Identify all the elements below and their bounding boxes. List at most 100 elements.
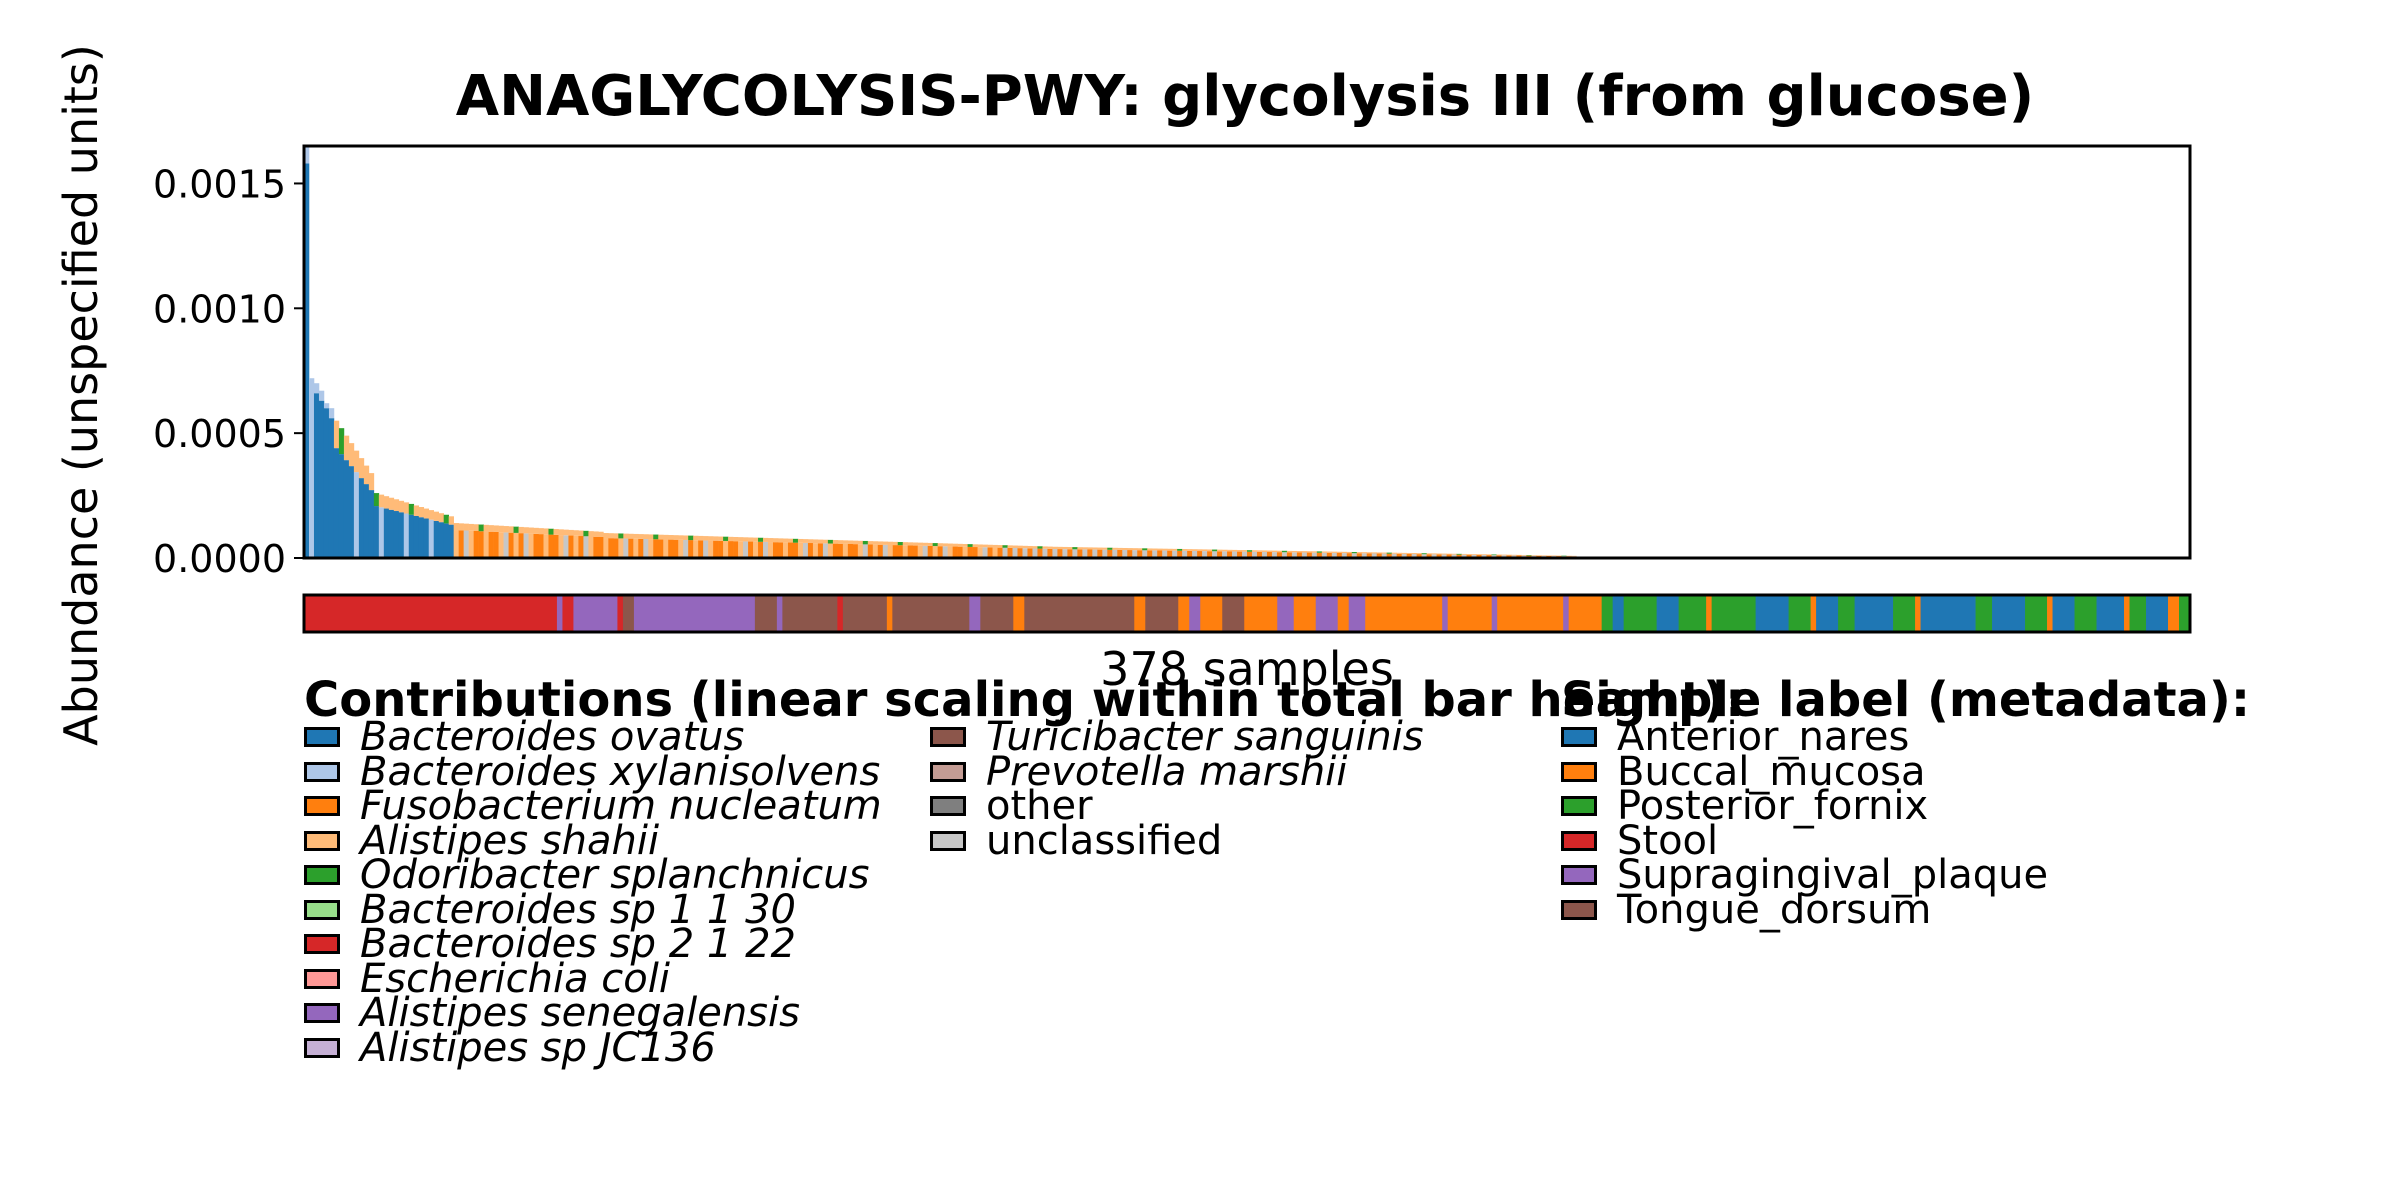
metadata-strip-segment	[1854, 595, 1894, 632]
bar-segment	[523, 533, 529, 558]
bar-segment	[613, 538, 619, 558]
bar-segment	[1032, 546, 1038, 549]
bar-segment	[418, 507, 425, 518]
y-tick-label: 0.0015	[153, 162, 286, 206]
bar-segment	[837, 543, 844, 558]
bar-segment	[1167, 548, 1173, 551]
bar-segment	[578, 530, 584, 537]
bar-segment	[1441, 553, 1447, 555]
bar-segment	[922, 545, 928, 558]
bar-segment	[887, 544, 894, 558]
bar-segment	[1152, 550, 1158, 558]
bar-segment	[992, 544, 998, 548]
bar-segment	[603, 538, 609, 558]
bar-segment	[313, 393, 320, 558]
bar-segment	[992, 547, 998, 558]
legend-label: Bacteroides xylanisolvens	[360, 748, 881, 795]
bar-segment	[1102, 549, 1108, 558]
bar-segment	[1291, 552, 1298, 558]
bar-segment	[822, 543, 829, 558]
legend-label: Anterior_nares	[1617, 714, 1910, 761]
bar-segment	[1516, 554, 1522, 556]
bar-segment	[653, 534, 659, 540]
bar-segment	[304, 146, 310, 164]
bar-segment	[338, 428, 345, 455]
metadata-strip-segment	[1447, 595, 1493, 632]
bar-segment	[1052, 546, 1058, 550]
bar-segment	[483, 524, 489, 532]
bar-segment	[952, 546, 958, 558]
bar-segment	[972, 547, 978, 558]
metadata-strip-segment	[1656, 595, 1680, 632]
bar-segment	[1541, 555, 1547, 556]
bar-segment	[987, 544, 993, 548]
bar-segment	[398, 512, 405, 558]
metadata-strip-segment	[892, 595, 970, 632]
bar-segment	[1421, 553, 1427, 555]
bar-segment	[498, 532, 504, 558]
bar-segment	[588, 536, 594, 558]
bar-segment	[633, 533, 639, 539]
legend-label: Alistipes shahii	[360, 817, 660, 864]
bar-segment	[827, 543, 834, 558]
metadata-strip-segment	[1244, 595, 1278, 632]
metadata-strip-segment	[633, 595, 756, 632]
bar-segment	[608, 538, 614, 558]
bar-segment	[822, 539, 829, 544]
legend-swatch	[1561, 796, 1597, 817]
bar-segment	[907, 542, 914, 546]
metadata-strip-segment	[1992, 595, 2026, 632]
bar-segment	[623, 533, 629, 539]
bar-segment	[658, 534, 664, 540]
bar-segment	[1321, 551, 1328, 553]
bar-segment	[318, 390, 325, 401]
bar-segment	[872, 541, 879, 545]
bar-segment	[304, 163, 310, 558]
bar-segment	[648, 539, 654, 558]
bar-segment	[1117, 549, 1123, 558]
bar-segment	[1122, 549, 1128, 558]
bar-segment	[498, 525, 504, 533]
bar-segment	[443, 514, 449, 524]
bar-segment	[1077, 547, 1083, 550]
bar-segment	[1242, 551, 1248, 558]
bar-segment	[857, 540, 864, 545]
metadata-strip-segment	[1024, 595, 1135, 632]
bar-segment	[1042, 546, 1048, 549]
metadata-strip-segment	[1711, 595, 1757, 632]
bar-segment	[768, 538, 774, 543]
bar-segment	[1511, 554, 1517, 556]
bar-segment	[448, 524, 454, 558]
bar-segment	[698, 540, 704, 558]
bar-segment	[1326, 551, 1333, 553]
contributions-legend-column-2: Turicibacter sanguinis Prevotella marshii…	[930, 717, 1424, 861]
bar-segment	[618, 533, 624, 539]
bar-segment	[353, 472, 360, 558]
bar-segment	[643, 538, 649, 558]
metadata-strip-segment	[1788, 595, 1812, 632]
bar-segment	[348, 443, 355, 467]
bar-segment	[797, 542, 804, 558]
bar-segment	[343, 460, 350, 558]
bar-segment	[1391, 553, 1397, 558]
bar-segment	[443, 523, 449, 558]
bar-segment	[678, 539, 684, 558]
bar-segment	[1416, 554, 1422, 558]
bar-segment	[363, 484, 370, 558]
metadata-strip-segment	[1568, 595, 1603, 632]
bar-segment	[653, 539, 659, 558]
bar-segment	[513, 532, 519, 558]
contributions-legend: Contributions (linear scaling within tot…	[304, 674, 1744, 726]
bar-segment	[733, 536, 739, 542]
bar-segment	[947, 546, 953, 558]
bar-segment	[1037, 546, 1043, 549]
bar-segment	[807, 539, 814, 544]
bar-segment	[1002, 547, 1008, 558]
bar-segment	[1232, 549, 1238, 552]
legend-label: other	[986, 783, 1093, 830]
bar-segment	[1047, 546, 1053, 549]
metadata-strip-frame	[302, 593, 2192, 634]
bar-segment	[917, 545, 923, 558]
bar-segment	[1311, 552, 1318, 558]
